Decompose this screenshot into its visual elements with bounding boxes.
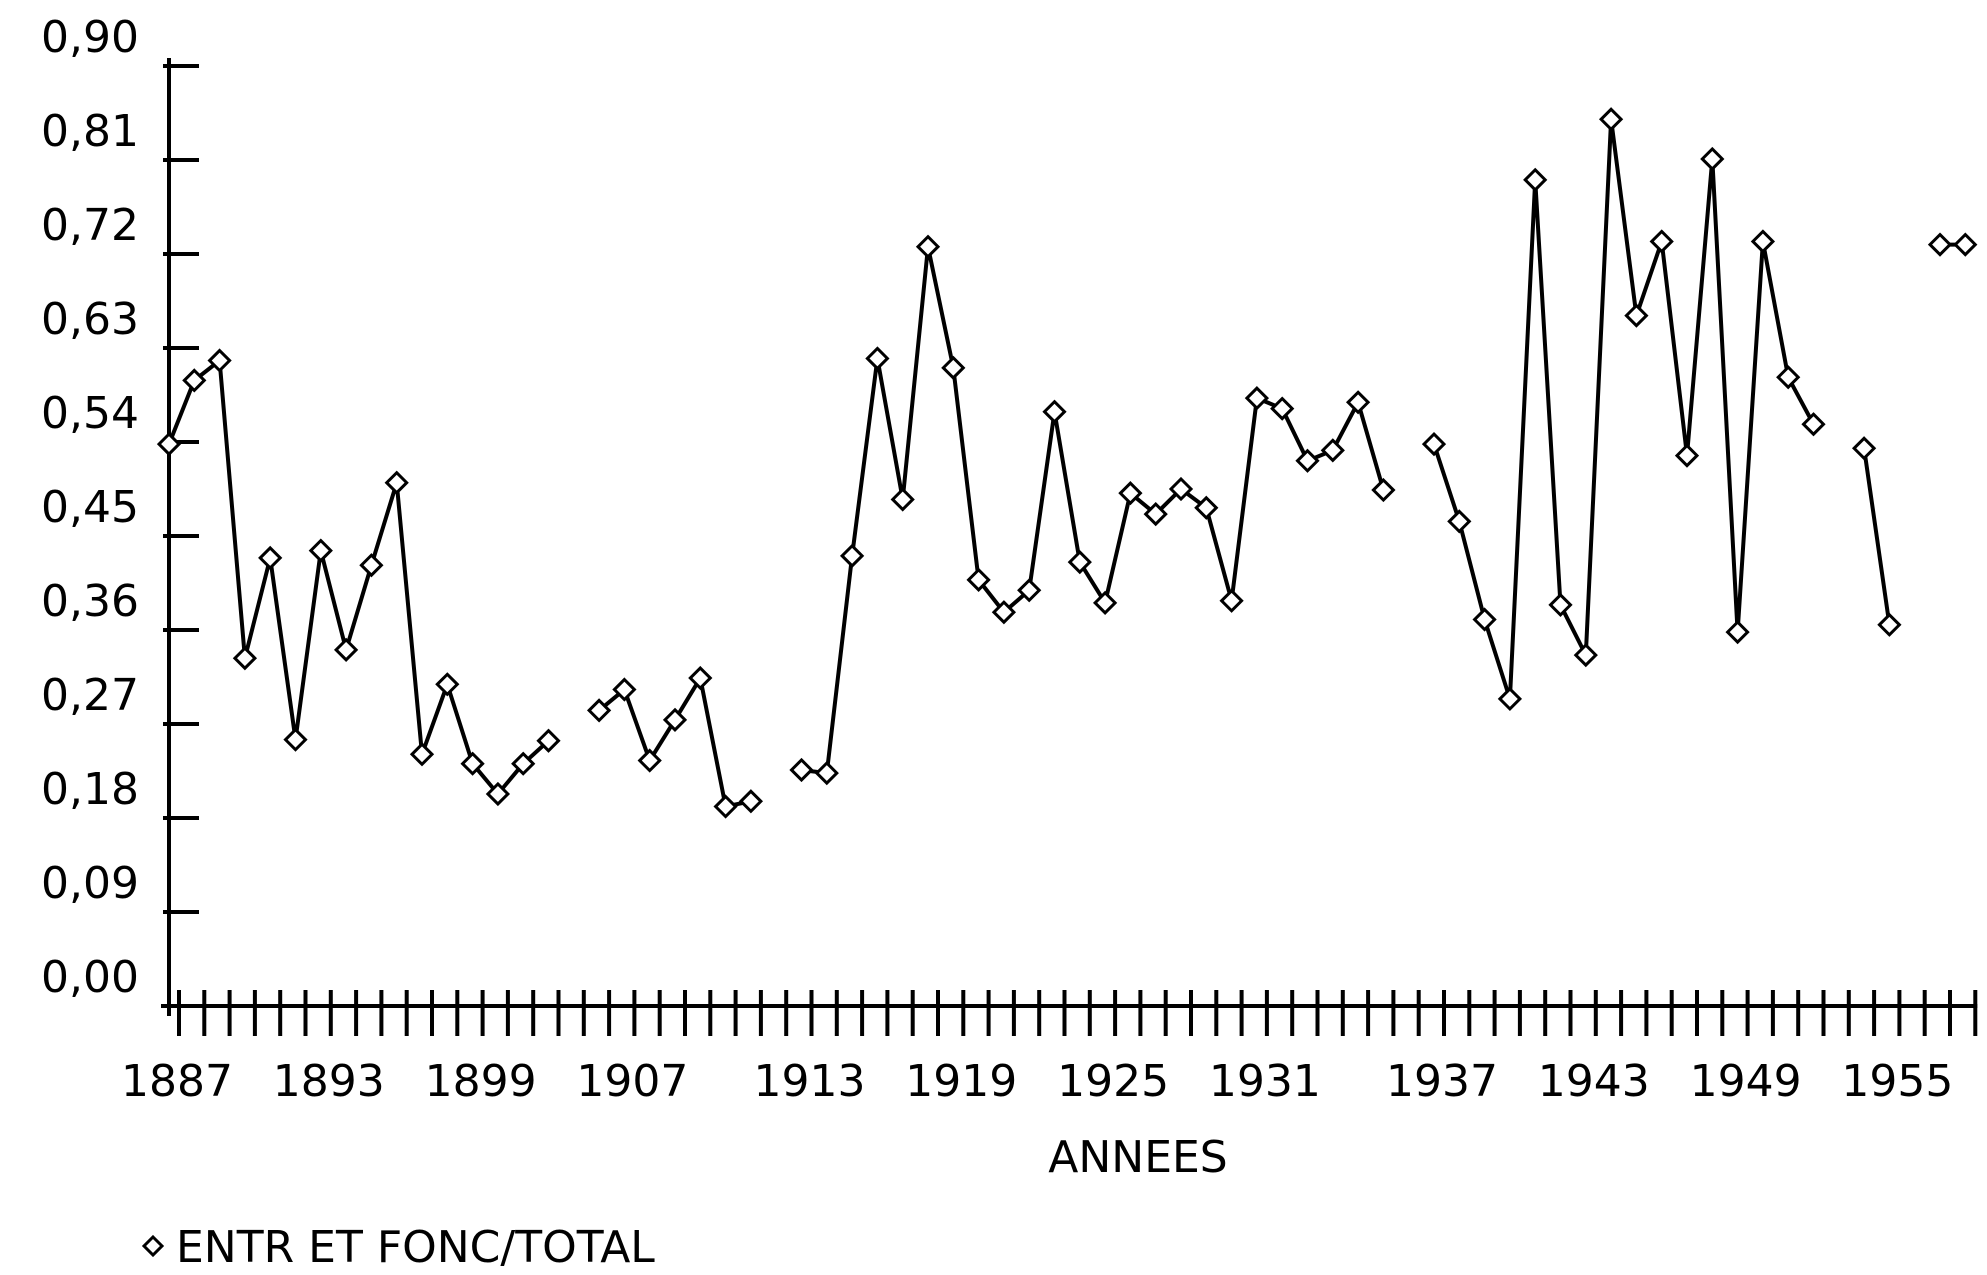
data-point [890, 487, 915, 512]
data-point [1725, 619, 1750, 645]
x-tick-label: 1937 [1386, 1056, 1498, 1107]
data-point [915, 234, 941, 259]
data-point [1548, 592, 1573, 618]
data-point [662, 707, 688, 732]
data-point [1776, 365, 1801, 390]
data-point [1017, 578, 1042, 603]
data-point [435, 672, 460, 697]
y-tick-label: 0,27 [41, 670, 139, 721]
data-point [789, 757, 814, 783]
data-point [814, 760, 839, 786]
data-point [1927, 232, 1953, 257]
data-point [738, 789, 764, 814]
data-point [1143, 501, 1168, 527]
x-tick-label: 1887 [121, 1056, 233, 1107]
data-point [485, 781, 511, 807]
data-point [966, 567, 991, 592]
data-line [167, 117, 1966, 809]
data-point [1523, 167, 1548, 192]
data-point [1801, 412, 1826, 437]
data-point [1447, 509, 1472, 534]
y-tick-label: 0,00 [41, 952, 139, 1003]
x-tick-label: 1943 [1538, 1056, 1650, 1107]
data-point [586, 698, 612, 723]
data-point [333, 637, 359, 662]
data-point [258, 545, 283, 571]
data-point [1042, 399, 1067, 424]
data-point [536, 728, 561, 753]
data-point [1118, 481, 1143, 506]
data-point [1320, 438, 1345, 463]
data-point [1345, 390, 1371, 415]
data-point [1700, 146, 1725, 172]
data-point [1219, 588, 1244, 613]
data-point [182, 368, 207, 393]
data-point [1573, 642, 1598, 668]
data-point [1953, 232, 1978, 257]
data-point [1371, 477, 1396, 503]
data-point [1497, 686, 1523, 712]
y-tick-label: 0,81 [41, 106, 139, 157]
data-point [637, 748, 662, 773]
data-point [1674, 443, 1700, 468]
data-point [688, 665, 713, 691]
data-point [232, 646, 258, 671]
y-tick-label: 0,36 [41, 576, 139, 627]
data-point [1194, 495, 1219, 520]
x-tick-label: 1893 [273, 1056, 385, 1107]
data-point [1750, 229, 1776, 254]
data-point [713, 794, 738, 819]
data-point [156, 431, 182, 457]
data-point [359, 553, 384, 578]
x-tick-label: 1913 [754, 1056, 866, 1107]
y-tick-label: 0,09 [41, 858, 139, 909]
data-point [1598, 107, 1624, 132]
data-point [384, 470, 409, 495]
y-tick-label: 0,54 [41, 388, 139, 439]
data-point [941, 355, 966, 380]
data-point [1270, 396, 1295, 421]
y-tick-label: 0,63 [41, 294, 139, 345]
data-point [1067, 549, 1092, 575]
data-point [1168, 476, 1194, 502]
data-point [991, 600, 1017, 625]
x-tick-label: 1949 [1690, 1056, 1802, 1107]
y-tick-label: 0,72 [41, 200, 139, 251]
x-tick-label: 1919 [905, 1056, 1017, 1107]
data-point [1244, 386, 1270, 411]
x-tick-label: 1931 [1209, 1056, 1321, 1107]
y-tick-label: 0,45 [41, 482, 139, 533]
data-point [839, 543, 865, 568]
data-point [1877, 612, 1902, 637]
x-tick-label: 1899 [425, 1056, 537, 1107]
data-point [1649, 229, 1674, 254]
data-point [409, 742, 435, 767]
data-point [1092, 590, 1118, 615]
data-point [865, 346, 890, 371]
data-point [460, 751, 485, 776]
data-point [1421, 431, 1447, 457]
data-point [207, 348, 232, 373]
legend-marker [141, 1234, 165, 1258]
x-tick-label: 1907 [576, 1056, 688, 1107]
data-point [1624, 303, 1649, 328]
x-tick-label: 1925 [1057, 1056, 1169, 1107]
data-point [308, 538, 333, 563]
y-tick-label: 0,90 [41, 12, 139, 63]
data-point [1851, 436, 1877, 461]
data-point [1295, 448, 1320, 473]
data-point [1472, 607, 1497, 632]
data-point [511, 751, 536, 776]
data-point [612, 677, 637, 702]
legend-label: ENTR ET FONC/TOTAL [176, 1222, 655, 1273]
x-axis-label: ANNEES [1048, 1132, 1227, 1183]
x-tick-label: 1955 [1841, 1056, 1953, 1107]
y-tick-label: 0,18 [41, 764, 139, 815]
data-point [283, 727, 308, 752]
